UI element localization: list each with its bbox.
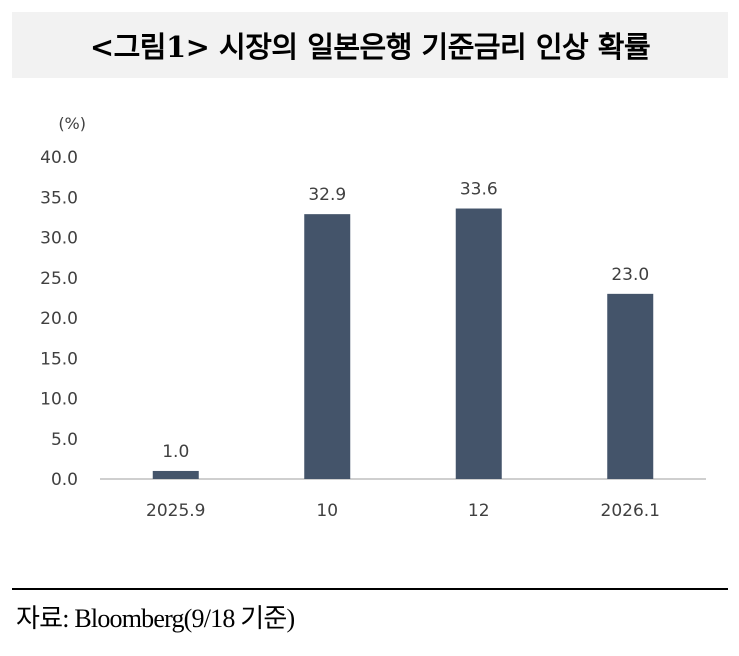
x-tick-label: 2026.1 — [601, 501, 660, 521]
bar — [455, 208, 502, 479]
y-tick-label: 20.0 — [40, 309, 78, 329]
y-tick-label: 15.0 — [40, 349, 78, 369]
y-tick-label: 5.0 — [51, 430, 78, 450]
y-tick-label: 30.0 — [40, 229, 78, 249]
bar — [304, 214, 351, 479]
y-tick-label: 25.0 — [40, 269, 78, 289]
data-label: 32.9 — [308, 185, 346, 205]
divider — [12, 588, 728, 590]
title-bar: <그림1> 시장의 일본은행 기준금리 인상 확률 — [12, 12, 728, 78]
bar — [607, 293, 654, 479]
data-label: 1.0 — [162, 442, 189, 462]
chart-title: <그림1> 시장의 일본은행 기준금리 인상 확률 — [89, 30, 651, 64]
x-tick-label: 10 — [316, 501, 338, 521]
chart-area: (%) 0.0 5.0 10.0 15.0 20.0 25.0 30.0 35.0 40.0 1.0… — [0, 100, 739, 540]
bar — [152, 470, 199, 479]
x-tick-label: 2025.9 — [146, 501, 205, 521]
data-label: 33.6 — [460, 180, 498, 200]
y-unit-label: (%) — [58, 114, 86, 133]
bar-chart: (%) 0.0 5.0 10.0 15.0 20.0 25.0 30.0 35.0 40.0 1.0… — [40, 114, 706, 521]
y-tick-label: 35.0 — [40, 188, 78, 208]
y-tick-label: 40.0 — [40, 148, 78, 168]
data-label: 23.0 — [611, 265, 649, 285]
y-tick-label: 10.0 — [40, 390, 78, 410]
source-note: 자료: Bloomberg(9/18 기준) — [16, 604, 295, 633]
y-tick-label: 0.0 — [51, 470, 78, 490]
x-tick-label: 12 — [468, 501, 490, 521]
